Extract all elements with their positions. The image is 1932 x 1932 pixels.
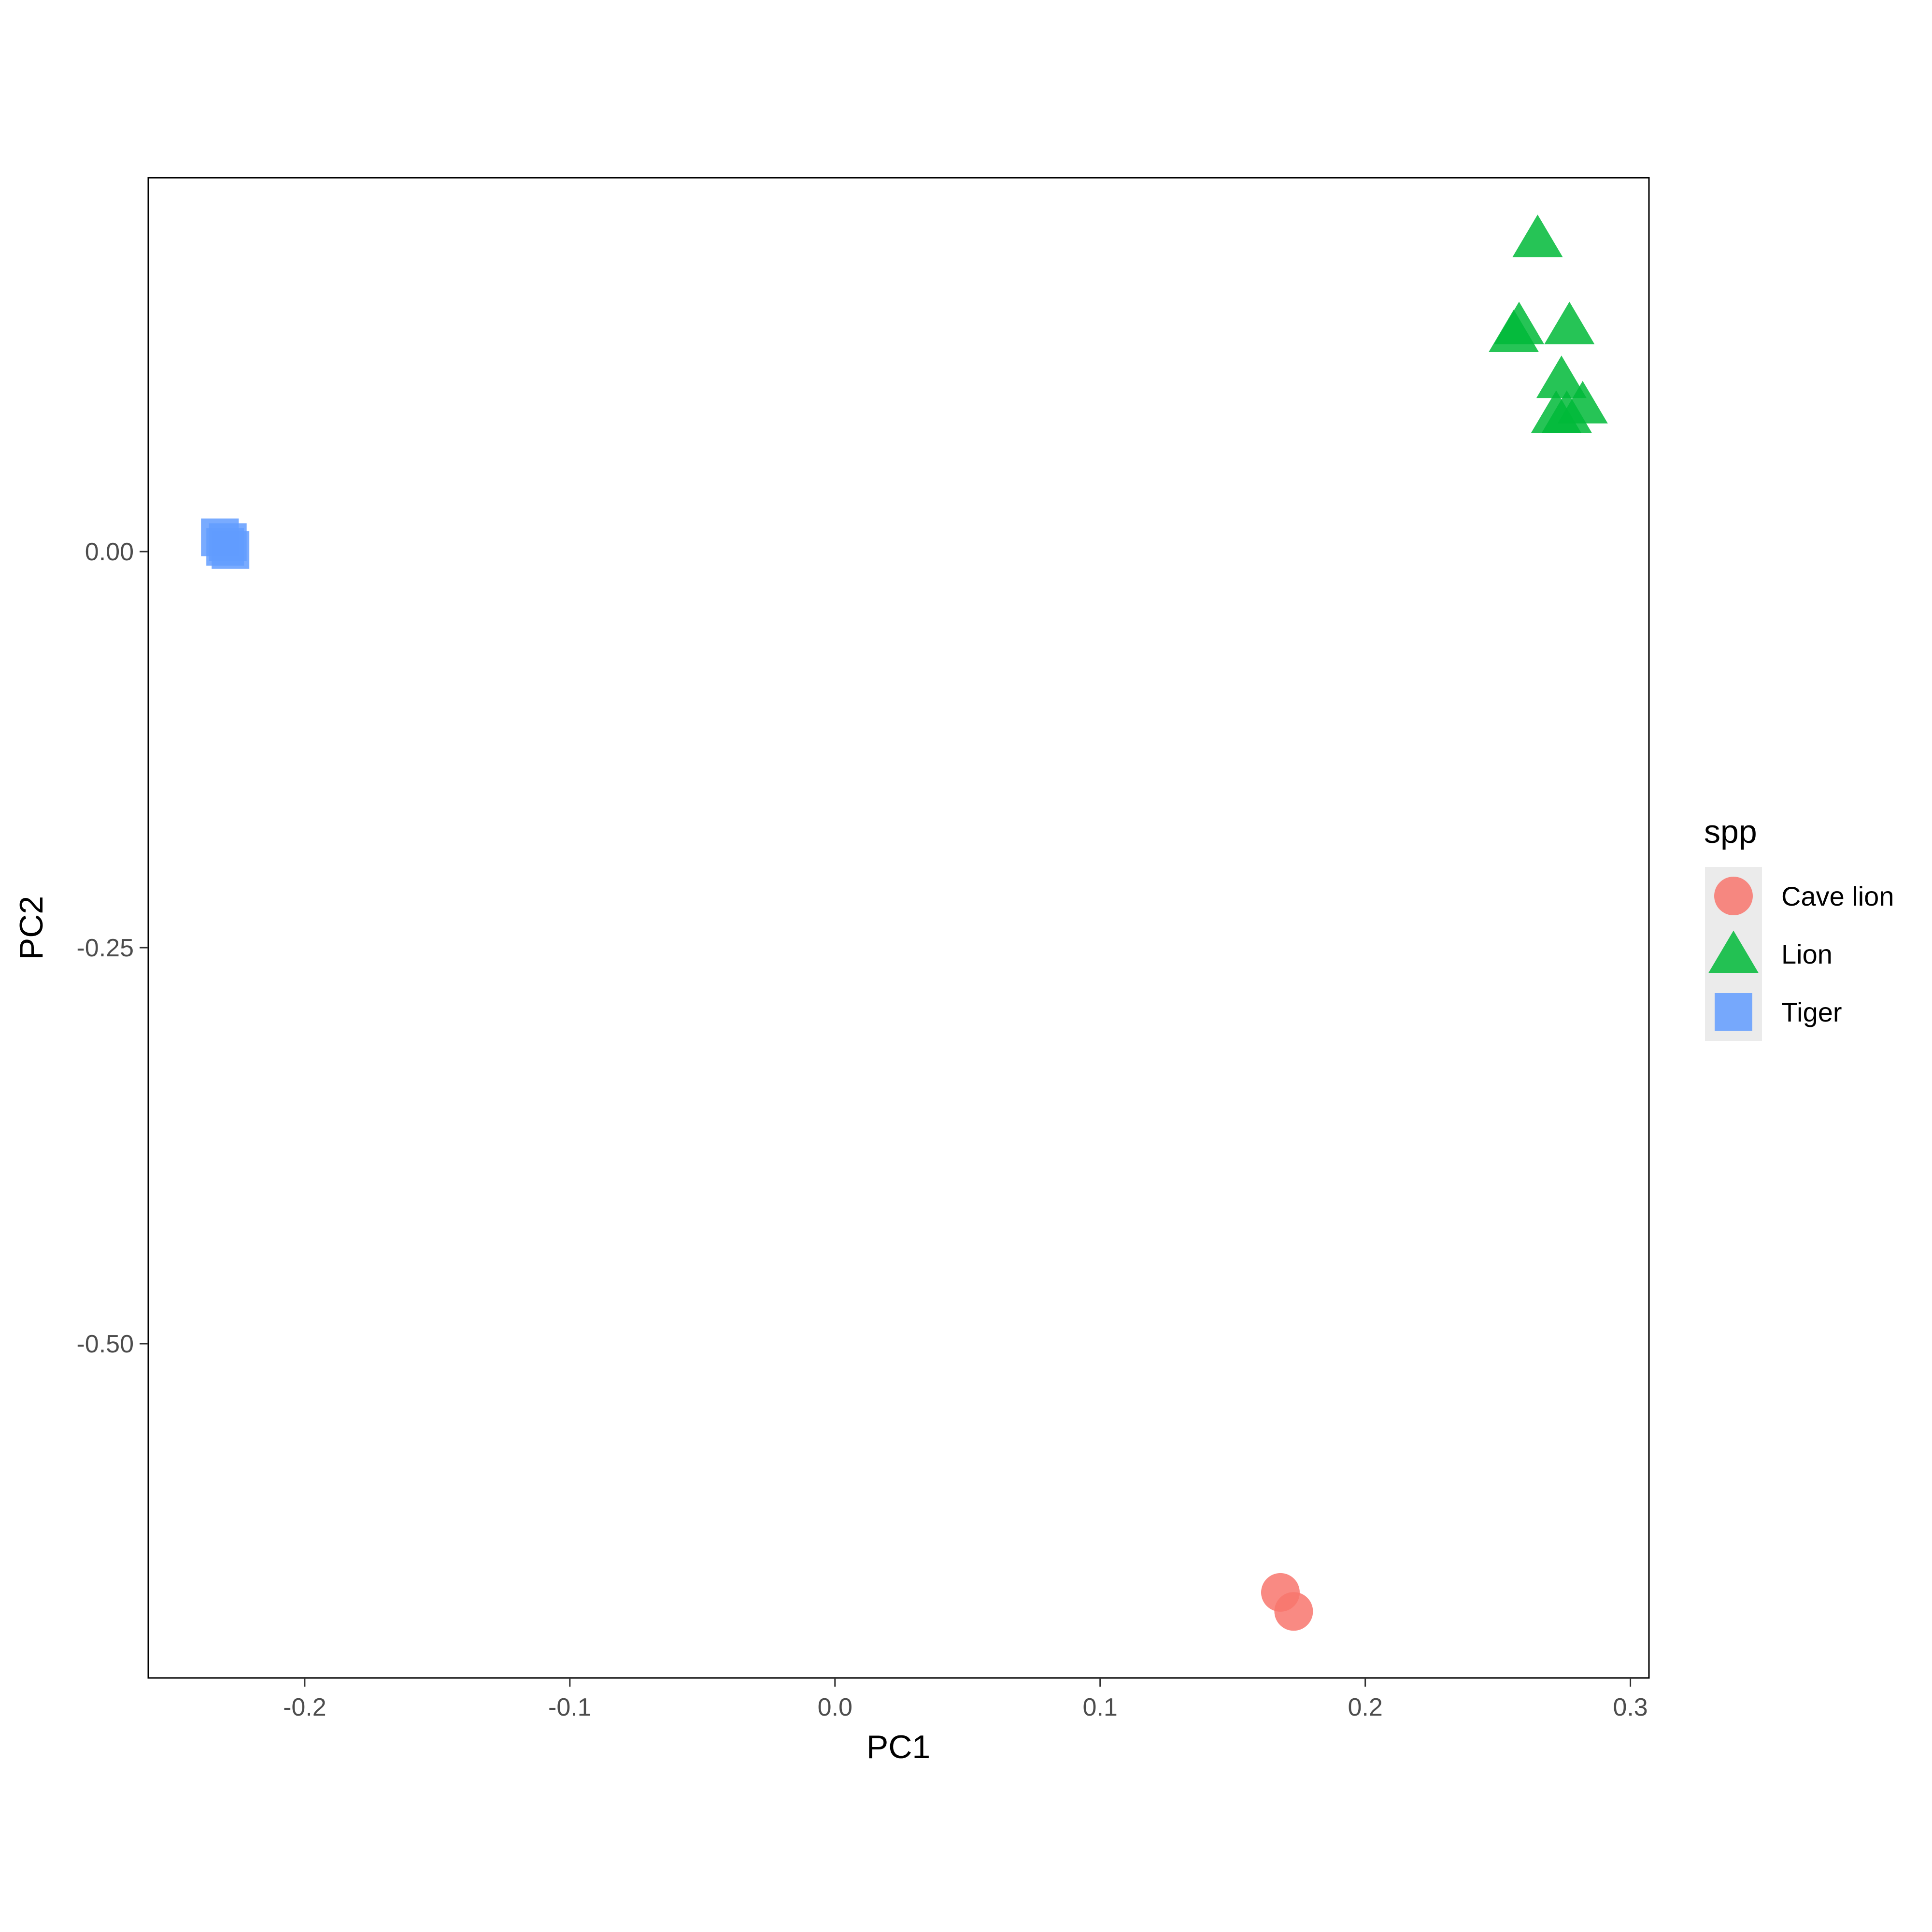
- x-axis: -0.2 -0.1 0.0 0.1 0.2 0.3: [283, 1678, 1648, 1721]
- legend-label-tiger: Tiger: [1781, 997, 1842, 1027]
- plot-panel-border: [147, 177, 1650, 1679]
- lion-point: [1512, 214, 1563, 257]
- legend-title: spp: [1704, 813, 1757, 850]
- tiger-point: [212, 531, 250, 569]
- x-tick-label: 0.3: [1613, 1693, 1648, 1721]
- lion-point: [1541, 390, 1592, 433]
- lion-point: [1536, 355, 1587, 398]
- legend-label-cave-lion: Cave lion: [1781, 881, 1894, 911]
- y-tick-label: -0.50: [76, 1330, 134, 1358]
- legend-key-cave-lion: [1714, 877, 1753, 915]
- y-axis: 0.00 -0.25 -0.50: [76, 538, 148, 1358]
- lion-point: [1544, 301, 1595, 344]
- y-axis-title: PC2: [13, 896, 50, 960]
- x-tick-label: 0.2: [1348, 1693, 1382, 1721]
- legend-key-lion: [1708, 930, 1759, 973]
- x-tick-label: -0.2: [283, 1693, 327, 1721]
- legend-items: Cave lion Lion Tiger: [1705, 867, 1894, 1041]
- cave-lion-point: [1274, 1592, 1313, 1631]
- x-tick-label: 0.1: [1083, 1693, 1118, 1721]
- lion-point: [1489, 310, 1539, 353]
- legend: spp Cave lion Lion Tiger: [1704, 813, 1894, 1041]
- legend-label-lion: Lion: [1781, 939, 1833, 969]
- x-axis-title: PC1: [867, 1729, 930, 1765]
- x-tick-label: -0.1: [548, 1693, 592, 1721]
- y-tick-label: -0.25: [76, 934, 134, 962]
- y-tick-label: 0.00: [85, 538, 134, 566]
- x-tick-label: 0.0: [818, 1693, 852, 1721]
- legend-key-tiger: [1715, 993, 1752, 1031]
- points-layer: [201, 214, 1608, 1631]
